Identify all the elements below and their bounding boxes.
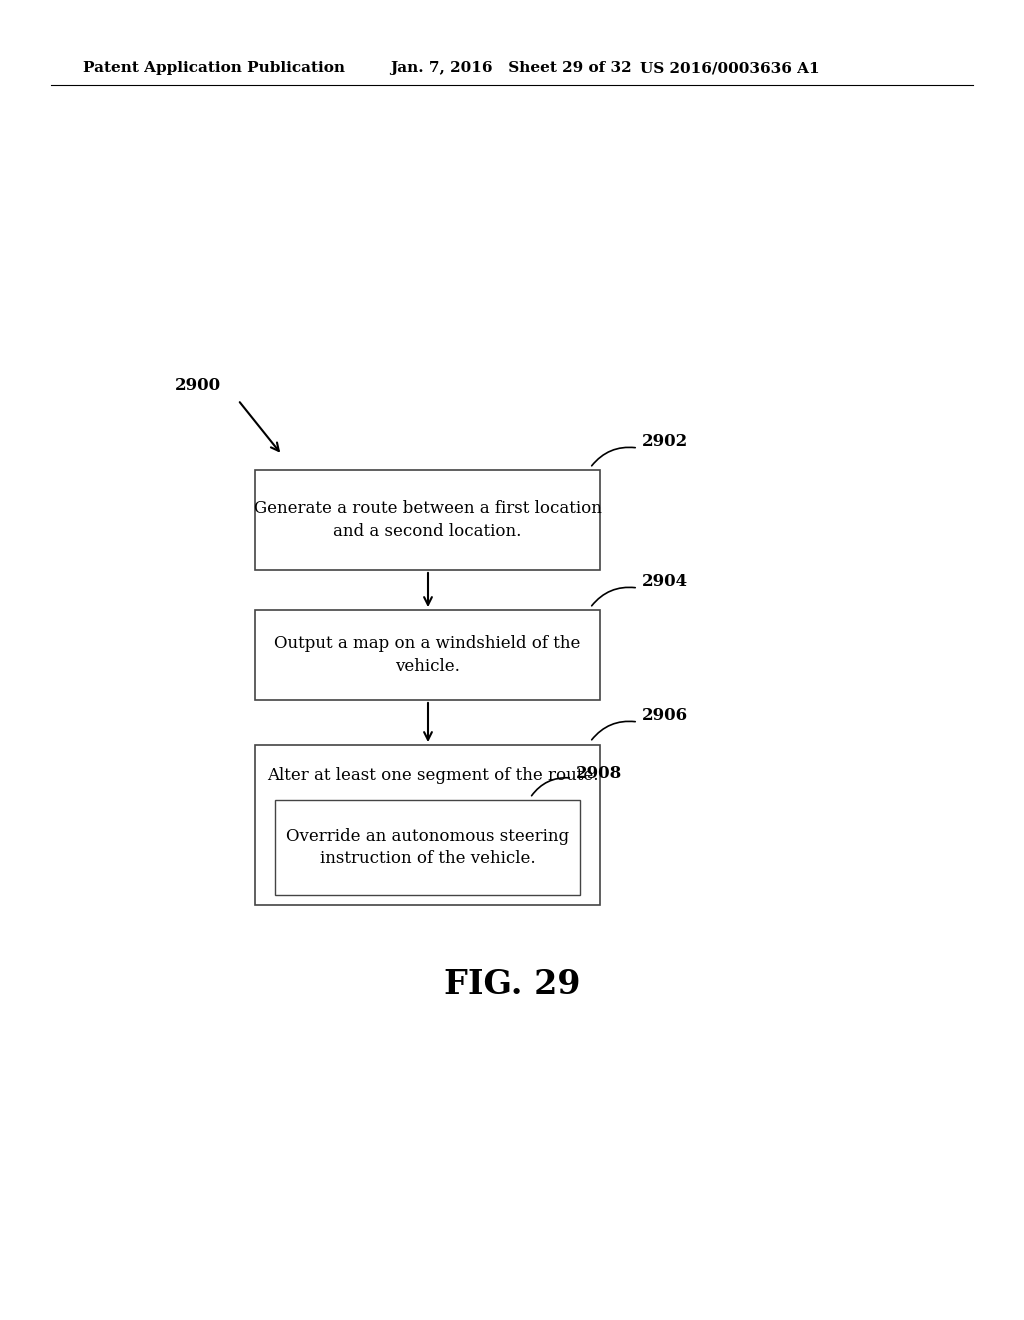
Text: 2904: 2904 xyxy=(642,573,688,590)
Text: 2906: 2906 xyxy=(642,708,688,725)
Text: Override an autonomous steering
instruction of the vehicle.: Override an autonomous steering instruct… xyxy=(286,828,569,867)
Text: 2902: 2902 xyxy=(642,433,688,450)
Text: 2900: 2900 xyxy=(175,376,221,393)
Text: Output a map on a windshield of the
vehicle.: Output a map on a windshield of the vehi… xyxy=(274,635,581,675)
Text: US 2016/0003636 A1: US 2016/0003636 A1 xyxy=(640,61,819,75)
Bar xyxy=(255,610,600,700)
Bar xyxy=(255,744,600,906)
Bar xyxy=(275,800,580,895)
Text: FIG. 29: FIG. 29 xyxy=(443,969,581,1002)
Text: 2908: 2908 xyxy=(575,764,623,781)
Bar xyxy=(255,470,600,570)
Text: Jan. 7, 2016   Sheet 29 of 32: Jan. 7, 2016 Sheet 29 of 32 xyxy=(390,61,632,75)
Text: Alter at least one segment of the route.: Alter at least one segment of the route. xyxy=(267,767,598,784)
Text: Patent Application Publication: Patent Application Publication xyxy=(83,61,345,75)
Text: Generate a route between a first location
and a second location.: Generate a route between a first locatio… xyxy=(254,500,601,540)
